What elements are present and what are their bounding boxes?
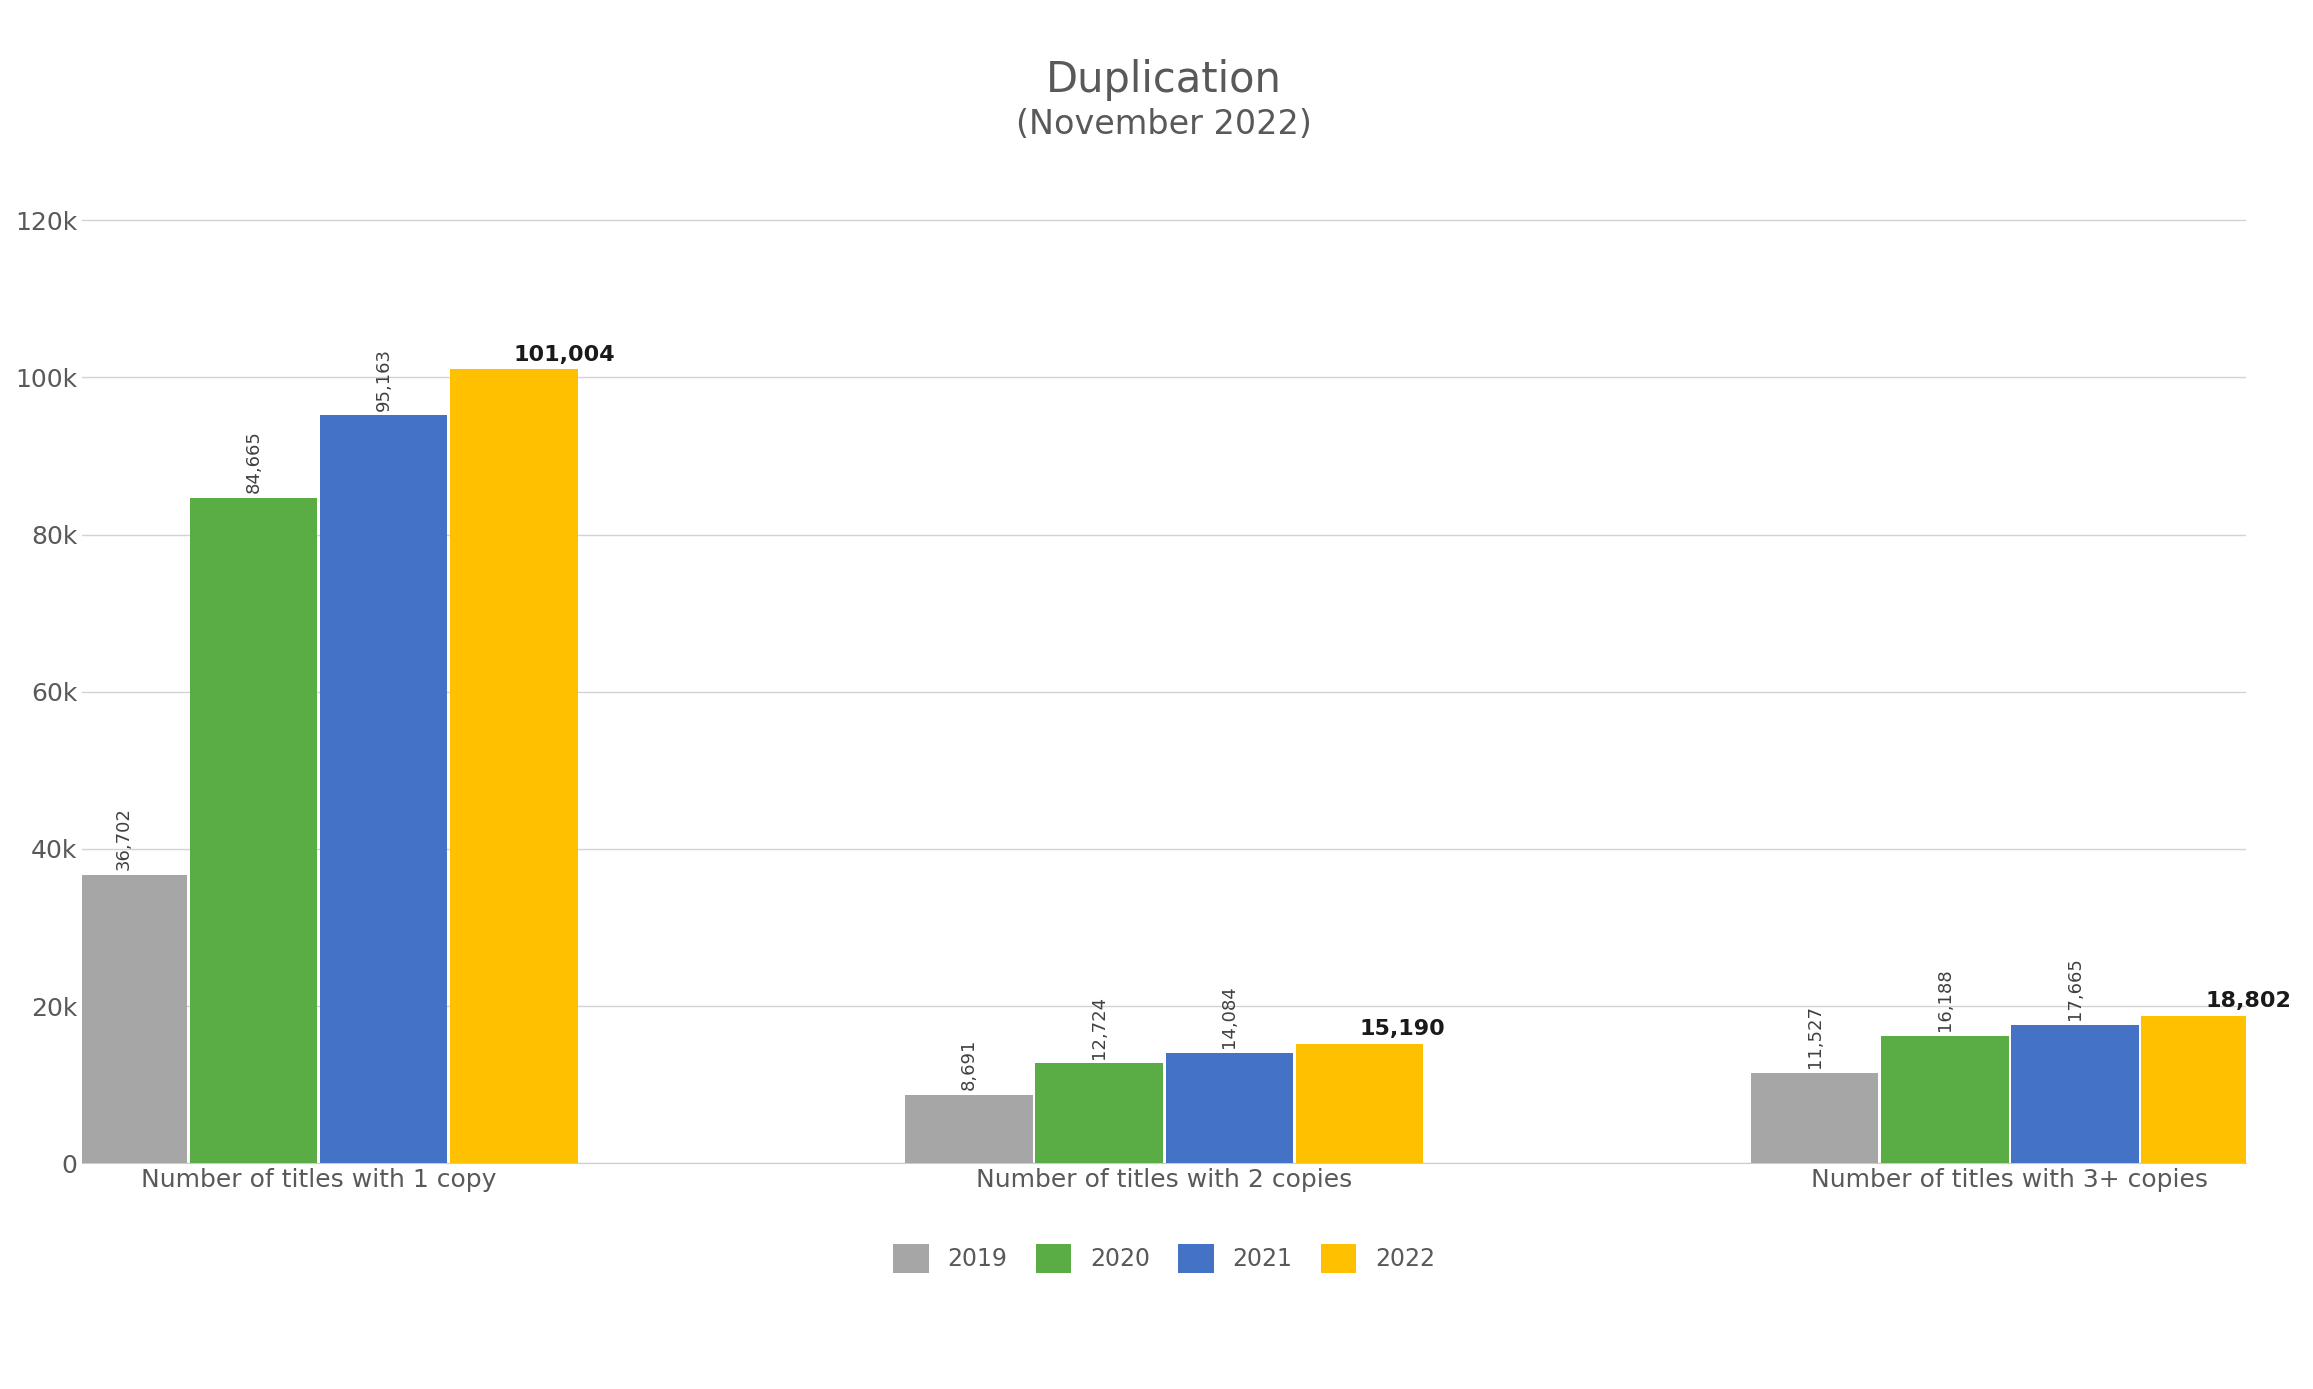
Text: 101,004: 101,004 <box>513 344 615 365</box>
Text: 12,724: 12,724 <box>1089 996 1108 1058</box>
Legend: 2019, 2020, 2021, 2022: 2019, 2020, 2021, 2022 <box>881 1232 1448 1285</box>
Bar <box>1295 1045 1422 1164</box>
Bar <box>319 415 446 1164</box>
Text: 8,691: 8,691 <box>960 1039 978 1090</box>
Text: 14,084: 14,084 <box>1221 985 1237 1047</box>
Bar <box>904 1095 1034 1164</box>
Bar <box>190 497 317 1164</box>
Text: 18,802: 18,802 <box>2204 990 2290 1011</box>
Bar <box>1036 1064 1163 1164</box>
Text: Duplication: Duplication <box>1045 58 1281 100</box>
Text: 16,188: 16,188 <box>1936 968 1954 1032</box>
Text: 36,702: 36,702 <box>116 807 132 870</box>
Text: 95,163: 95,163 <box>375 347 393 411</box>
Text: 11,527: 11,527 <box>1806 1006 1823 1068</box>
Bar <box>2142 1015 2269 1164</box>
Text: 17,665: 17,665 <box>2066 957 2084 1020</box>
Text: 84,665: 84,665 <box>245 431 264 493</box>
Bar <box>1751 1072 1878 1164</box>
Bar <box>1880 1036 2008 1164</box>
Text: (November 2022): (November 2022) <box>1015 108 1311 142</box>
Text: 15,190: 15,190 <box>1360 1020 1446 1039</box>
Bar <box>451 369 578 1164</box>
Bar <box>2012 1025 2140 1164</box>
Bar <box>60 875 187 1164</box>
Bar <box>1166 1053 1293 1164</box>
